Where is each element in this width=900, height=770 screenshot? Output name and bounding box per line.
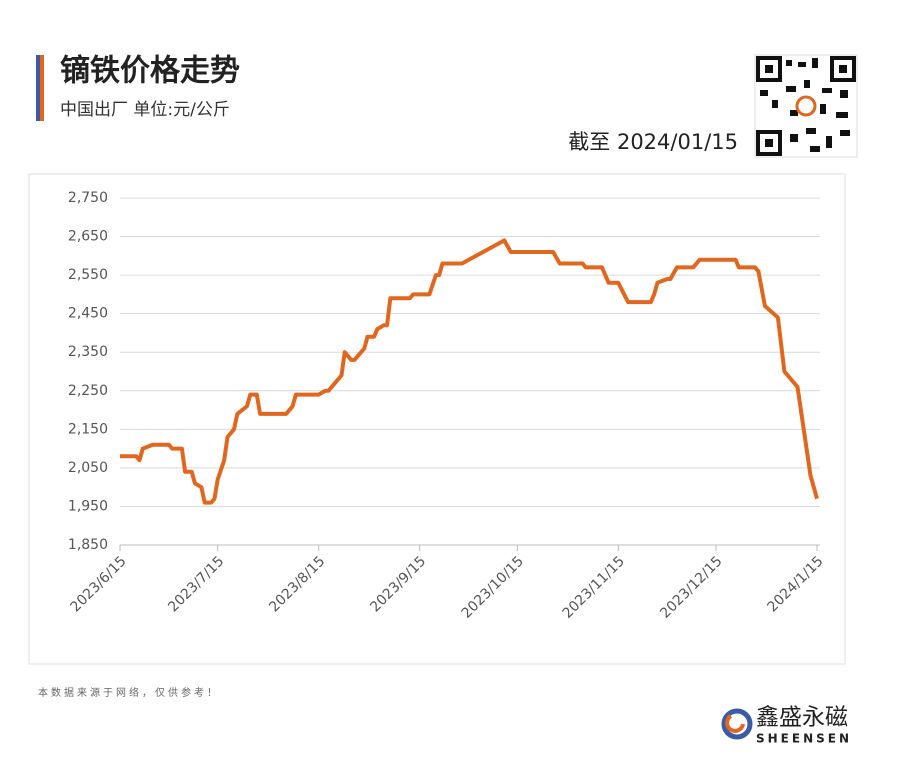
title: 镝铁价格走势 — [60, 54, 240, 89]
as-of-date: 截至 2024/01/15 — [568, 130, 738, 154]
brand-name-en: SHEENSEN — [756, 732, 852, 746]
y-tick-label: 2,450 — [68, 306, 108, 322]
accent-bar — [40, 55, 44, 121]
y-tick-label: 2,350 — [68, 344, 108, 360]
y-tick-label: 2,250 — [68, 383, 108, 399]
accent-bar — [36, 55, 40, 121]
qr-code — [754, 54, 858, 158]
subtitle: 中国出厂 单位:元/公斤 — [60, 100, 230, 120]
price-line — [120, 238, 819, 505]
y-tick-label: 2,050 — [68, 460, 108, 476]
y-tick-label: 2,150 — [68, 421, 108, 437]
y-tick-label: 2,750 — [68, 190, 108, 206]
plot-frame — [28, 173, 846, 665]
y-tick-label: 2,550 — [68, 267, 108, 283]
y-tick-label: 1,950 — [68, 498, 108, 514]
footnote: 本数据来源于网络，仅供参考！ — [38, 686, 220, 699]
brand-name: 鑫盛永磁 — [756, 705, 848, 731]
y-tick-label: 2,650 — [68, 229, 108, 245]
y-tick-label: 1,850 — [68, 537, 108, 553]
logo — [721, 708, 753, 740]
